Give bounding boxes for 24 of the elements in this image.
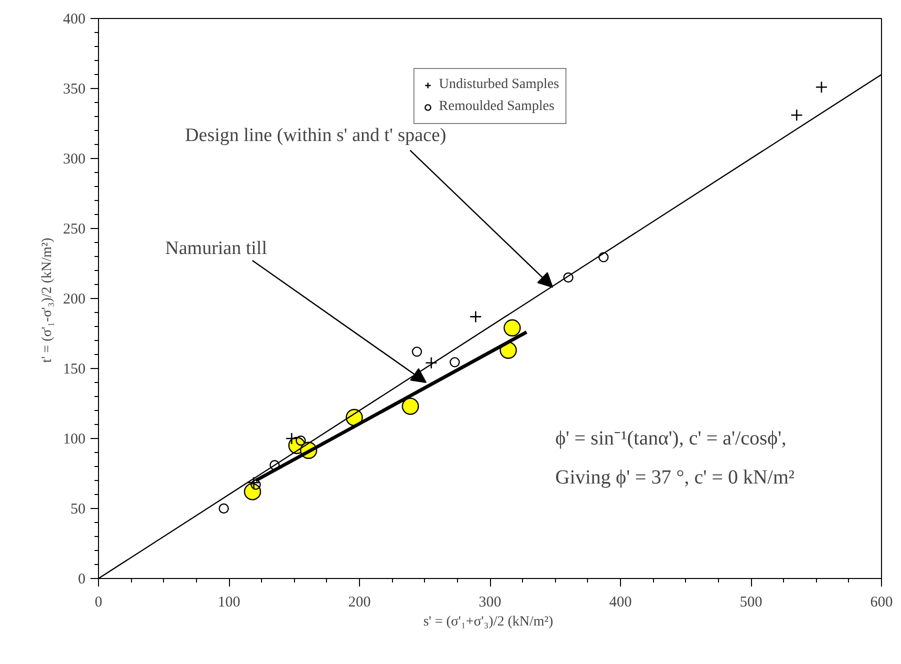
y-tick-label: 150	[63, 362, 86, 378]
y-axis-title: t' = (σ'₁-σ'₃)/2 (kN/m²)	[40, 237, 55, 363]
x-tick-label: 500	[740, 594, 762, 610]
legend-label: Remoulded Samples	[438, 99, 554, 115]
legend-label: Undisturbed Samples	[438, 77, 560, 93]
y-tick-label: 0	[78, 572, 86, 588]
y-tick-label: 100	[63, 432, 86, 448]
y-tick-label: 350	[63, 82, 86, 98]
x-tick-label: 600	[870, 594, 893, 610]
annotation: Design line (within s' and t' space)	[185, 124, 446, 146]
x-axis-title: s' = (σ'₁+σ'₃)/2 (kN/m²)	[423, 614, 554, 630]
y-tick-label: 200	[63, 292, 86, 308]
x-tick-label: 100	[218, 594, 240, 610]
x-tick-label: 400	[609, 594, 632, 610]
y-tick-label: 300	[63, 152, 86, 168]
y-tick-label: 50	[70, 502, 86, 518]
x-tick-label: 0	[94, 594, 102, 610]
annotation: Namurian till	[165, 238, 267, 259]
x-tick-label: 200	[348, 594, 371, 610]
y-tick-label: 400	[63, 12, 86, 28]
y-tick-label: 250	[63, 222, 86, 238]
annotation: Giving ϕ' = 37 °, c' = 0 kN/m²	[555, 466, 795, 489]
annotation: ϕ' = sin⁻¹(tanα'), c' = a'/cosϕ',	[555, 428, 786, 450]
x-tick-label: 300	[478, 594, 502, 610]
